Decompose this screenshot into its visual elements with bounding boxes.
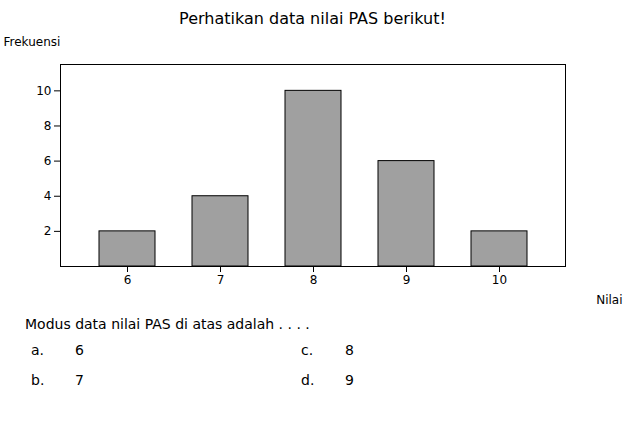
- html-text:b.: b.: [31, 372, 45, 388]
- svg-text:8: 8: [44, 119, 52, 133]
- svg-text:6: 6: [124, 273, 132, 287]
- svg-text:10: 10: [492, 273, 507, 287]
- html-text:8: 8: [345, 342, 354, 358]
- svg-text:Frekuensi: Frekuensi: [4, 35, 61, 49]
- html-text:a.: a.: [31, 342, 44, 358]
- html-text:Perhatikan data nilai PAS beri: Perhatikan data nilai PAS berikut!: [179, 9, 446, 28]
- svg-text:7: 7: [217, 273, 225, 287]
- html-text:c.: c.: [301, 342, 314, 358]
- svg-text:Nilai: Nilai: [596, 293, 622, 307]
- svg-text:10: 10: [36, 84, 51, 98]
- html-text:7: 7: [75, 372, 84, 388]
- html-text:d.: d.: [301, 372, 315, 388]
- html-text:Modus data nilai PAS di atas a: Modus data nilai PAS di atas adalah . . …: [25, 316, 310, 332]
- svg-text:8: 8: [310, 273, 318, 287]
- svg-text:9: 9: [403, 273, 411, 287]
- html-text:9: 9: [345, 372, 354, 388]
- svg-text:4: 4: [44, 189, 52, 203]
- html-text:6: 6: [75, 342, 84, 358]
- svg-text:2: 2: [44, 224, 52, 238]
- svg-text:6: 6: [44, 154, 52, 168]
